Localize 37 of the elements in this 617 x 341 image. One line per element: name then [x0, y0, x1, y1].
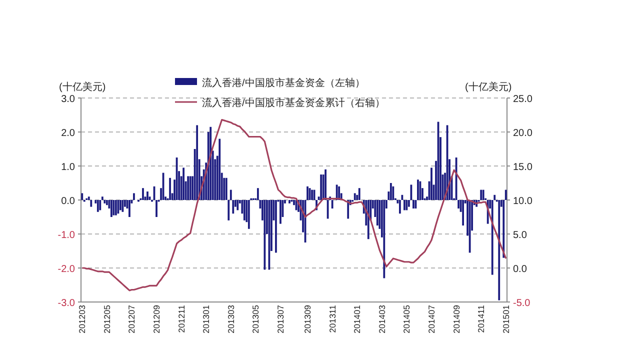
x-tick-label: 201307 [275, 304, 286, 334]
y-tick-label: 0.0 [61, 196, 76, 207]
legend-label: 流入香港/中国股市基金资金累计（右轴） [202, 97, 385, 109]
y2-tick-label: 5.0 [513, 230, 528, 241]
y2-axis-title: (十亿美元) [465, 81, 512, 93]
legend-label: 流入香港/中国股市基金资金（左轴） [202, 77, 365, 89]
x-tick-label: 201205 [102, 304, 112, 334]
y-tick-label: 3.0 [61, 94, 76, 105]
x-tick-label: 201403 [376, 304, 387, 334]
x-tick-label: 201407 [426, 304, 436, 334]
y2-tick-label: 15.0 [513, 162, 533, 173]
x-tick-label: 201303 [226, 304, 236, 334]
x-tick-label: 201211 [176, 304, 186, 333]
x-tick-label: 201301 [201, 304, 212, 334]
x-tick-label: 201411 [476, 304, 486, 333]
x-tick-label: 201209 [152, 304, 162, 334]
x-tick-label: 201305 [250, 304, 261, 334]
y2-tick-label: 0.0 [513, 264, 528, 275]
y-tick-label: 2.0 [61, 128, 76, 139]
x-tick-label: 201203 [77, 304, 88, 334]
x-tick-label: 201501 [500, 304, 511, 334]
y2-tick-label: 25.0 [513, 94, 533, 105]
x-tick-label: 201409 [451, 304, 462, 334]
x-tick-label: 201207 [126, 304, 137, 334]
x-tick-label: 201309 [302, 304, 313, 334]
y-tick-label: -3.0 [58, 298, 76, 309]
line-series [81, 118, 507, 292]
x-tick-label: 201401 [352, 304, 362, 334]
y-tick-label: -2.0 [58, 264, 76, 275]
x-tick-label: 201311 [327, 304, 338, 333]
y-tick-label: 1.0 [61, 162, 76, 173]
y2-tick-label: 10.0 [513, 196, 533, 207]
x-tick-label: 201405 [402, 304, 412, 334]
y2-tick-label: -5.0 [513, 298, 531, 309]
y-axis-title: (十亿美元) [59, 81, 106, 93]
y2-tick-label: 20.0 [513, 128, 533, 139]
y-tick-label: -1.0 [58, 230, 76, 241]
